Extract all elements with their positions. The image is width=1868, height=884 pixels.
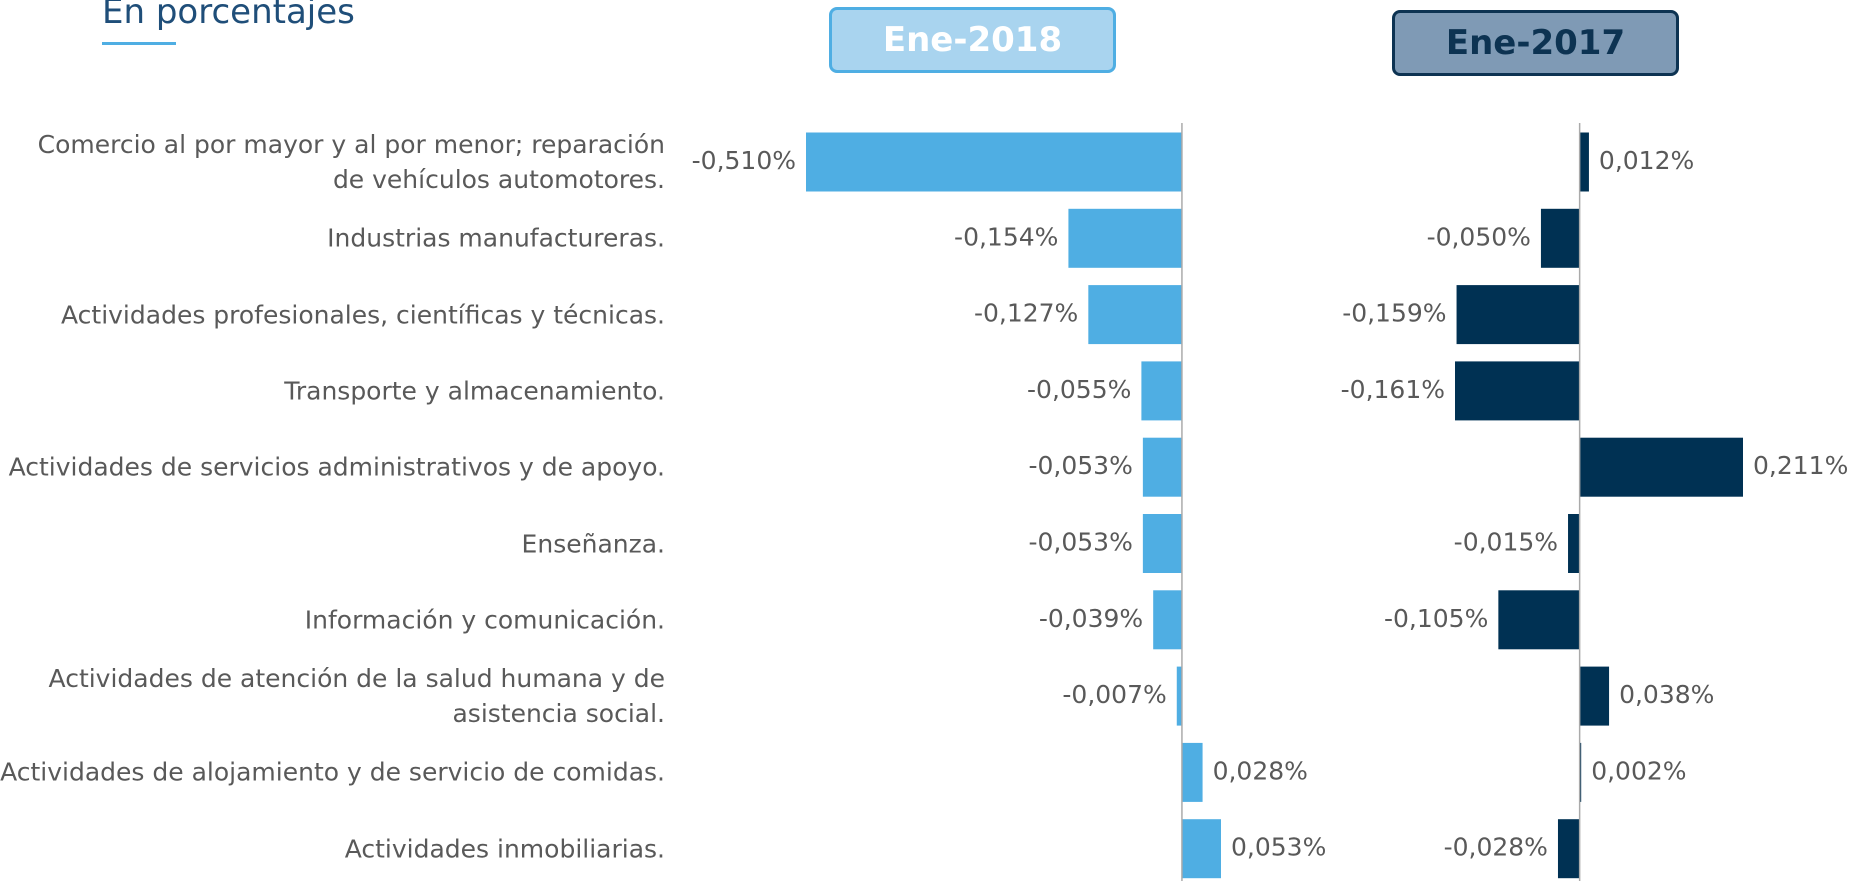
category-label: Actividades de atención de la salud huma… — [48, 664, 665, 729]
category-label: Información y comunicación. — [304, 605, 665, 635]
data-label: -0,105% — [1384, 604, 1488, 633]
data-label: -0,028% — [1444, 833, 1548, 862]
chart-title: Ene-2018 — [829, 7, 1116, 73]
bar — [1142, 514, 1182, 573]
data-label: -0,007% — [1062, 680, 1166, 709]
chart-title: Ene-2017 — [1392, 10, 1679, 76]
data-label: 0,211% — [1753, 451, 1848, 480]
bar — [1579, 742, 1582, 802]
bar — [1181, 742, 1203, 802]
data-label: -0,050% — [1427, 222, 1531, 251]
bar — [1579, 132, 1589, 192]
data-label: -0,161% — [1341, 375, 1445, 404]
data-label: 0,038% — [1619, 680, 1714, 709]
bar — [1498, 590, 1580, 650]
bar — [1142, 437, 1182, 497]
data-label: 0,053% — [1231, 833, 1326, 862]
bar — [1456, 285, 1580, 345]
bar — [1181, 819, 1221, 879]
bar — [1153, 590, 1182, 650]
data-label: 0,002% — [1591, 756, 1686, 785]
data-label: -0,039% — [1039, 604, 1143, 633]
data-label: -0,510% — [692, 146, 796, 175]
category-label: Transporte y almacenamiento. — [284, 376, 665, 406]
bar — [1540, 208, 1580, 268]
category-label: Actividades inmobiliarias. — [344, 834, 665, 864]
data-label: -0,154% — [954, 222, 1058, 251]
data-label: -0,053% — [1029, 451, 1133, 480]
category-label: Enseñanza. — [521, 529, 665, 558]
bar — [1141, 361, 1182, 421]
subtitle-underline — [102, 42, 176, 45]
bar — [1557, 819, 1580, 879]
bar — [806, 132, 1182, 192]
category-label: Actividades profesionales, científicas y… — [60, 300, 665, 330]
category-label: Industrias manufactureras. — [327, 223, 665, 253]
bar — [1455, 361, 1580, 421]
category-label: Actividades de alojamiento y de servicio… — [0, 757, 665, 787]
bar — [1176, 666, 1182, 726]
category-label: Actividades de servicios administrativos… — [8, 452, 665, 482]
data-label: -0,159% — [1342, 299, 1446, 328]
bar — [1579, 666, 1610, 726]
data-label: 0,012% — [1599, 146, 1694, 175]
bar — [1088, 285, 1182, 345]
data-label: -0,015% — [1454, 528, 1558, 557]
bar — [1068, 208, 1182, 268]
subtitle: En porcentajes — [102, 0, 355, 32]
bar — [1579, 437, 1743, 497]
data-label: 0,028% — [1213, 756, 1308, 785]
bar — [1568, 514, 1580, 573]
category-label: Comercio al por mayor y al por menor; re… — [37, 130, 665, 194]
data-label: -0,127% — [974, 299, 1078, 328]
data-label: -0,055% — [1027, 375, 1131, 404]
data-label: -0,053% — [1029, 528, 1133, 557]
